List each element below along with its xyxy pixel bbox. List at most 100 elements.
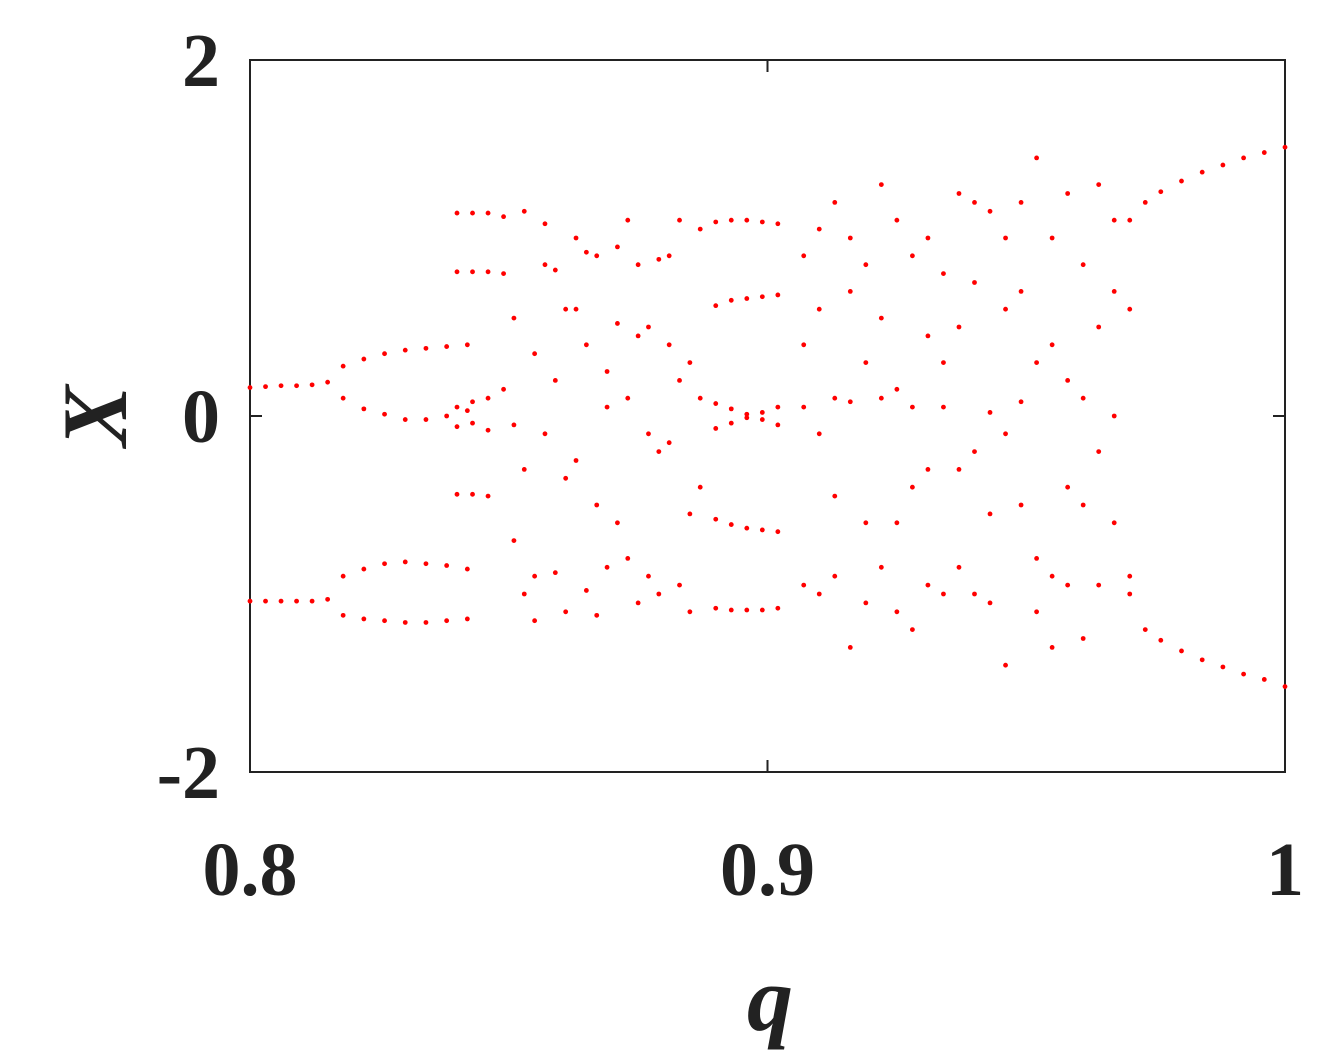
point xyxy=(402,347,408,353)
point xyxy=(1034,155,1039,161)
point xyxy=(1003,306,1008,312)
point xyxy=(552,378,558,383)
point xyxy=(713,401,719,406)
point xyxy=(573,458,579,463)
point xyxy=(423,561,429,567)
point xyxy=(1282,684,1288,689)
point xyxy=(972,449,977,454)
point xyxy=(325,596,331,602)
point xyxy=(956,564,962,570)
point xyxy=(294,383,299,389)
point xyxy=(542,431,548,437)
point xyxy=(713,303,719,309)
point xyxy=(485,269,491,275)
point xyxy=(941,591,946,597)
point xyxy=(1018,289,1024,294)
point xyxy=(552,267,558,273)
point xyxy=(878,564,884,570)
point xyxy=(263,598,268,604)
point xyxy=(666,342,672,348)
point xyxy=(1049,573,1055,579)
point xyxy=(594,502,600,508)
point xyxy=(1049,342,1055,348)
point xyxy=(615,321,620,326)
point xyxy=(454,269,460,275)
point xyxy=(728,522,734,527)
point xyxy=(1179,178,1184,184)
point xyxy=(573,306,579,312)
point xyxy=(677,217,682,223)
point xyxy=(677,378,682,383)
point xyxy=(863,360,869,365)
point xyxy=(1034,609,1039,615)
point xyxy=(759,527,765,533)
point xyxy=(728,217,734,223)
point xyxy=(847,235,853,241)
point xyxy=(294,598,299,604)
point xyxy=(382,561,387,567)
point xyxy=(1199,657,1205,663)
point xyxy=(563,609,569,615)
point xyxy=(501,271,506,276)
point xyxy=(832,573,838,579)
point xyxy=(382,411,387,417)
point xyxy=(532,618,538,624)
point xyxy=(666,440,672,446)
point xyxy=(713,605,719,611)
point xyxy=(573,235,579,241)
point xyxy=(878,395,884,401)
point xyxy=(402,620,408,625)
point xyxy=(615,520,620,526)
point xyxy=(625,395,631,401)
point xyxy=(925,235,931,241)
point xyxy=(340,395,346,401)
point xyxy=(361,616,367,622)
point xyxy=(340,573,346,579)
point xyxy=(1261,150,1267,155)
point xyxy=(713,219,719,225)
point xyxy=(910,627,915,632)
point xyxy=(340,363,346,369)
point xyxy=(666,253,672,259)
point xyxy=(454,404,460,410)
point xyxy=(583,588,589,593)
point xyxy=(687,360,693,365)
point xyxy=(987,410,993,415)
point xyxy=(1142,200,1148,205)
point xyxy=(635,262,641,268)
y-tick-label: 2 xyxy=(182,19,220,103)
point xyxy=(464,616,470,622)
point xyxy=(759,410,765,415)
point xyxy=(1049,235,1055,241)
point xyxy=(1261,677,1267,682)
point xyxy=(423,620,429,625)
point xyxy=(1034,556,1039,561)
point xyxy=(744,296,750,301)
point xyxy=(501,386,506,392)
point xyxy=(1065,191,1071,196)
x-tick-label: 0.8 xyxy=(203,828,298,912)
point xyxy=(542,262,548,268)
point xyxy=(278,598,284,604)
point xyxy=(1241,155,1246,161)
point xyxy=(941,360,946,365)
plot-frame xyxy=(249,59,1286,773)
point xyxy=(847,289,853,294)
point xyxy=(361,356,367,362)
point xyxy=(832,493,838,499)
point xyxy=(1111,289,1117,294)
point xyxy=(713,516,719,522)
point xyxy=(615,244,620,250)
point xyxy=(521,467,527,472)
point xyxy=(625,556,631,561)
point xyxy=(1003,235,1008,241)
y-tick-label: -2 xyxy=(157,731,220,815)
point xyxy=(1096,182,1102,188)
point xyxy=(309,382,315,388)
point xyxy=(847,399,853,405)
point xyxy=(1003,662,1008,668)
point xyxy=(470,420,475,426)
point xyxy=(987,600,993,606)
point xyxy=(1080,502,1086,508)
point xyxy=(247,598,253,604)
